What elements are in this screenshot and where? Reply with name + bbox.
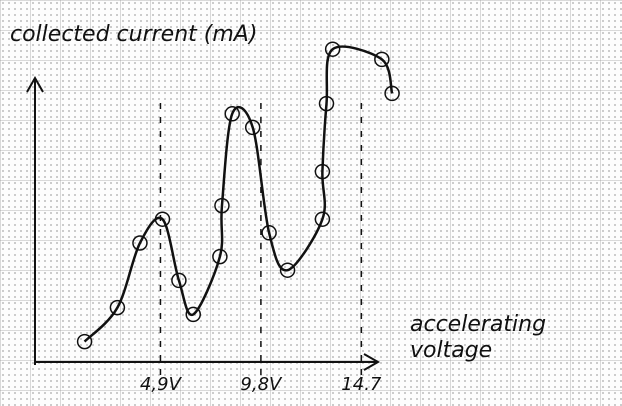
x-tick-label: 14.7	[341, 374, 382, 395]
x-tick-label: 9,8V	[240, 374, 283, 395]
chart-page: collected current (mA) accelerating volt…	[0, 0, 622, 406]
x-tick-label: 4,9V	[140, 374, 183, 395]
chart: 4,9V 9,8V 14.7	[0, 0, 622, 406]
curve	[85, 47, 393, 342]
